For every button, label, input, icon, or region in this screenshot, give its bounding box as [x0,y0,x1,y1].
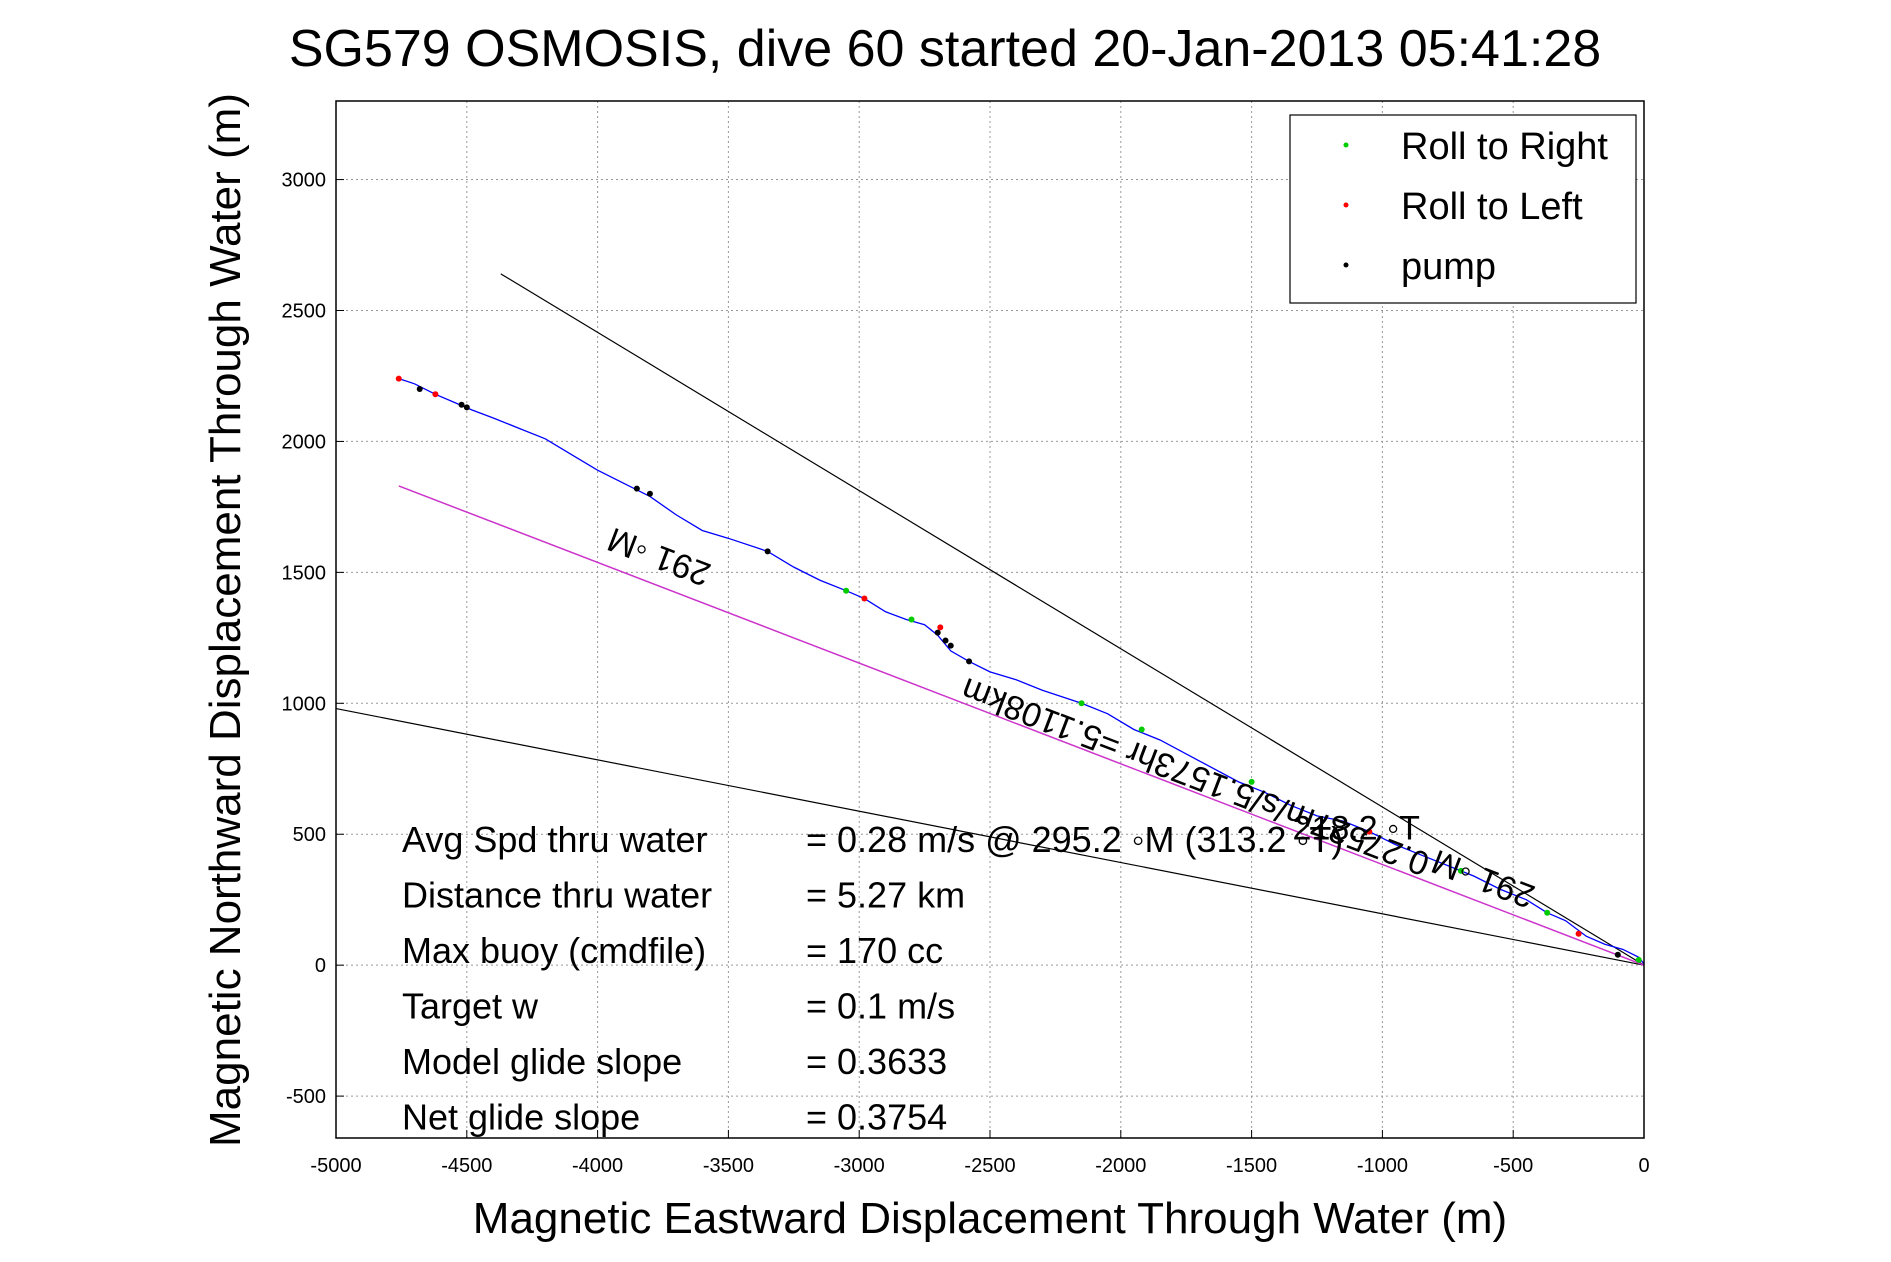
x-axis-label: Magnetic Eastward Displacement Through W… [473,1194,1507,1243]
roll-right-point [1078,700,1085,707]
marker-series [395,375,1642,963]
legend-marker [1343,142,1349,148]
y-tick-label: 3000 [282,170,327,192]
y-axis: -500 0 500 1000 1500 2000 2500 3000 [282,170,344,1108]
stat-label: Net glide slope [402,1097,640,1138]
legend-label: pump [1401,246,1496,288]
x-tick-label: -4500 [441,1155,492,1177]
track-line [398,377,1645,965]
stat-value: = 0.28 m/s @ 295.2 ◦M (313.2 ◦T) [806,819,1343,860]
pump-point [942,637,949,644]
stat-label: Distance thru water [402,875,712,916]
roll-right-point [1544,909,1551,916]
roll-left-point [1575,930,1582,937]
x-tick-label: 0 [1638,1155,1649,1177]
y-tick-label: 2500 [282,300,327,322]
pump-point [458,401,465,408]
x-tick-label: -4000 [572,1155,623,1177]
x-tick-label: -3000 [834,1155,885,1177]
pump-point [646,490,653,497]
y-tick-label: 500 [293,824,326,846]
reference-lines [335,273,1645,966]
stat-value: = 0.3633 [806,1041,947,1082]
y-tick-label: 1000 [282,693,327,715]
y-tick-label: 2000 [282,431,327,453]
x-tick-label: -2000 [1095,1155,1146,1177]
course-line [398,485,1645,966]
stat-label: Model glide slope [402,1041,682,1082]
stats-block: Avg Spd thru water = 0.28 m/s @ 295.2 ◦M … [402,819,1343,1138]
pump-point [1614,951,1621,958]
x-tick-label: -500 [1493,1155,1533,1177]
y-tick-label: -500 [286,1086,326,1108]
pump-point [764,548,771,555]
stat-label: Target w [402,986,539,1027]
roll-left-point [1366,828,1373,835]
pump-point [416,386,423,393]
roll-right-point [843,587,850,594]
roll-right-point [908,616,915,623]
stat-value: = 0.3754 [806,1097,947,1138]
roll-right-point [1635,956,1642,963]
roll-right-point [1457,867,1464,874]
stat-value: = 5.27 km [806,875,965,916]
x-tick-label: -2500 [964,1155,1015,1177]
x-tick-label: -1500 [1226,1155,1277,1177]
stat-value: = 0.1 m/s [806,986,955,1027]
y-tick-label: 0 [315,955,326,977]
chart-title: SG579 OSMOSIS, dive 60 started 20-Jan-20… [289,20,1601,78]
y-tick-label: 1500 [282,562,327,584]
annotation: 218.2 ◦T [1293,809,1420,847]
stat-label: Max buoy (cmdfile) [402,930,706,971]
x-axis: -5000 -4500 -4000 -3500 -3000 -2500 -2000 -1500… [310,1130,1650,1177]
roll-left-point [861,595,868,602]
legend: Roll to Right Roll to Left pump [1289,114,1637,304]
x-tick-label: -5000 [310,1155,361,1177]
legend-label: Roll to Right [1401,126,1608,168]
x-tick-label: -1000 [1357,1155,1408,1177]
roll-right-point [1138,726,1145,733]
legend-label: Roll to Left [1401,186,1583,228]
legend-marker [1343,202,1349,208]
y-axis-label: Magnetic Northward Displacement Through … [201,93,250,1147]
stat-label: Avg Spd thru water [402,819,708,860]
pump-point [463,404,470,411]
roll-left-point [395,375,402,382]
pump-point [633,485,640,492]
bracket-line [500,273,1645,966]
stat-value: = 170 cc [806,930,943,971]
bracket-line [335,707,1645,966]
x-tick-label: -3500 [703,1155,754,1177]
pump-point [966,658,973,665]
pump-point [934,629,941,636]
track-series [398,377,1645,965]
legend-marker [1343,262,1349,268]
roll-left-point [937,624,944,631]
plot-frame [335,100,1645,1139]
pump-point [947,642,954,649]
roll-right-point [1248,778,1255,785]
roll-left-point [432,391,439,398]
